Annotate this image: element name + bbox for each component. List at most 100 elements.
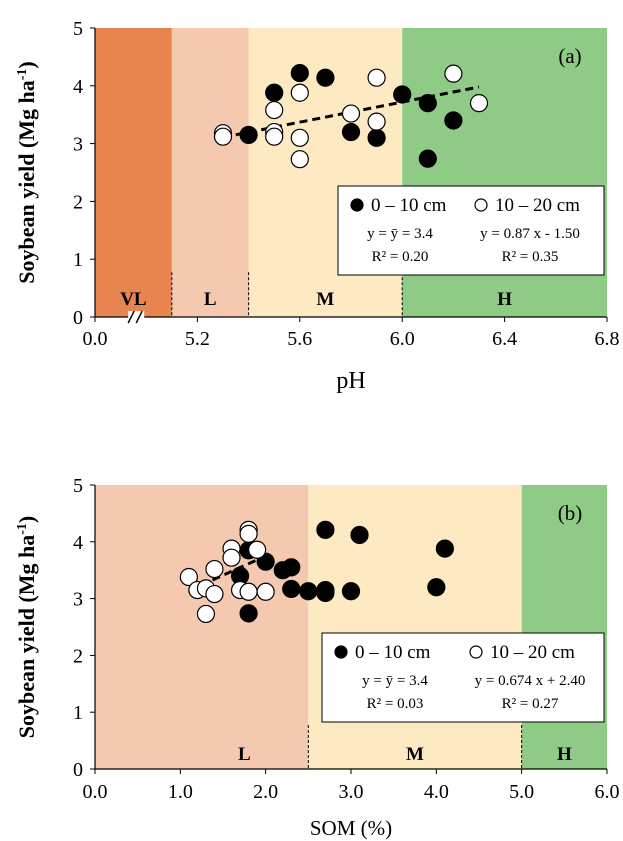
data-point-0-10cm (427, 578, 446, 597)
data-point-0-10cm (393, 85, 412, 104)
y-tick-label: 2 (73, 645, 83, 667)
y-tick-label: 0 (73, 759, 83, 781)
data-point-10-20cm (265, 100, 284, 120)
data-point-0-10cm (341, 122, 361, 142)
regression-equation: y = 0.87 x - 1.50 (480, 226, 580, 242)
y-axis-label-sup: -1 (15, 69, 30, 81)
data-point-10-20cm (265, 127, 284, 146)
data-point-10-20cm (290, 128, 309, 147)
x-tick-label: 4.0 (424, 781, 449, 803)
x-tick-label: 6.0 (390, 328, 415, 350)
y-axis-label: Soybean yield (Mg ha-1) (14, 516, 39, 739)
x-tick-label: 5.2 (185, 328, 210, 350)
y-axis-label-close: ) (14, 516, 39, 523)
r-squared: R² = 0.03 (367, 696, 424, 712)
y-axis-label-close: ) (14, 61, 39, 68)
y-axis-label-text: Soybean yield (Mg ha (14, 535, 39, 739)
data-point-0-10cm (290, 63, 309, 83)
legend-label: 10 – 20 cm (495, 195, 580, 216)
zone-band-0 (95, 28, 172, 317)
y-tick-label: 0 (73, 307, 83, 329)
data-point-10-20cm (248, 540, 267, 559)
zone-band-low (95, 485, 309, 769)
panel-b: L M H 0 1 2 3 4 5 0.0 1.0 2.0 3.0 4.0 5.0 6.0 SOM (%) Soy… (14, 475, 620, 840)
legend-marker (350, 198, 364, 212)
y-tick-label: 5 (73, 475, 83, 497)
data-point-10-20cm (469, 94, 489, 113)
data-point-10-20cm (367, 68, 386, 87)
data-point-0-10cm (265, 83, 284, 102)
data-point-10-20cm (290, 150, 309, 169)
y-tick-label: 1 (73, 249, 83, 271)
panel-a: VL L M H 0 1 2 3 4 5 0.0 5.2 5.6 6.0 6.4 6.8 pH Soybean y… (14, 18, 620, 394)
zone-label: L (238, 744, 251, 765)
x-axis-label: pH (336, 368, 365, 394)
x-tick-label: 6.0 (595, 781, 620, 803)
panel-label: (b) (558, 501, 583, 525)
zone-label: H (497, 289, 512, 310)
x-tick-label: 2.0 (253, 781, 278, 803)
legend-box (337, 185, 605, 276)
zone-band-3 (521, 485, 607, 769)
panel-label: (a) (558, 44, 581, 68)
r-squared: R² = 0.20 (372, 249, 429, 265)
data-point-10-20cm (205, 584, 224, 604)
y-tick-label: 4 (73, 76, 83, 98)
legend-marker (474, 198, 488, 212)
zone-band-1 (171, 28, 249, 317)
data-point-0-10cm (316, 520, 335, 539)
legend-label: 0 – 10 cm (355, 642, 431, 663)
data-point-0-10cm (341, 582, 361, 601)
data-point-0-10cm (435, 539, 454, 558)
x-axis-label: SOM (%) (310, 816, 392, 840)
x-tick-label: 5.6 (287, 328, 312, 350)
x-tick-label: 0.0 (83, 781, 108, 803)
axis-break-mark (127, 310, 135, 324)
data-point-10-20cm (179, 567, 198, 587)
data-point-10-20cm (444, 64, 463, 83)
data-point-10-20cm (290, 83, 309, 102)
data-point-0-10cm (282, 558, 301, 577)
y-tick-label: 3 (73, 589, 83, 611)
regression-equation: y = 0.674 x + 2.40 (475, 673, 586, 689)
data-point-0-10cm (239, 125, 258, 145)
data-point-0-10cm (418, 94, 437, 113)
regression-equation: y = ȳ = 3.4 (362, 673, 428, 689)
zone-label: M (406, 744, 424, 765)
data-point-10-20cm (367, 112, 386, 131)
legend-marker (469, 645, 483, 659)
x-tick-label: 3.0 (339, 781, 364, 803)
data-point-0-10cm (239, 604, 258, 623)
data-point-0-10cm (316, 583, 335, 603)
legend-box (321, 632, 605, 723)
data-point-0-10cm (282, 579, 301, 599)
x-tick-label: 0.0 (83, 328, 108, 350)
data-point-0-10cm (367, 128, 386, 147)
x-tick-label: 6.4 (492, 328, 517, 350)
zone-label: H (557, 744, 572, 765)
r-squared: R² = 0.27 (502, 696, 559, 712)
y-tick-label: 1 (73, 702, 83, 724)
data-point-10-20cm (222, 548, 241, 567)
zone-band-2 (308, 485, 522, 769)
y-tick-label: 5 (73, 18, 83, 40)
data-point-10-20cm (256, 582, 275, 601)
zone-label: M (316, 289, 334, 310)
x-tick-label: 5.0 (509, 781, 534, 803)
data-point-10-20cm (213, 127, 233, 146)
data-point-10-20cm (239, 524, 258, 543)
zone-label: VL (120, 289, 146, 310)
data-point-0-10cm (316, 68, 335, 87)
legend-marker (334, 645, 348, 659)
data-point-10-20cm (239, 582, 258, 601)
zone-label: L (204, 289, 217, 310)
data-point-10-20cm (341, 104, 361, 123)
data-point-10-20cm (205, 559, 224, 579)
y-tick-label: 2 (73, 191, 83, 213)
x-tick-label: 6.8 (595, 328, 620, 350)
data-point-0-10cm (418, 149, 437, 168)
legend-label: 10 – 20 cm (490, 642, 575, 663)
y-tick-label: 3 (73, 134, 83, 156)
y-axis-label: Soybean yield (Mg ha-1) (14, 61, 39, 284)
